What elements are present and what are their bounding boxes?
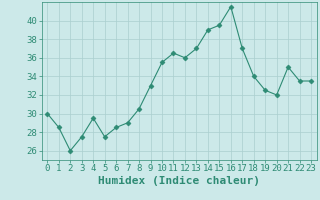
X-axis label: Humidex (Indice chaleur): Humidex (Indice chaleur) [98,176,260,186]
